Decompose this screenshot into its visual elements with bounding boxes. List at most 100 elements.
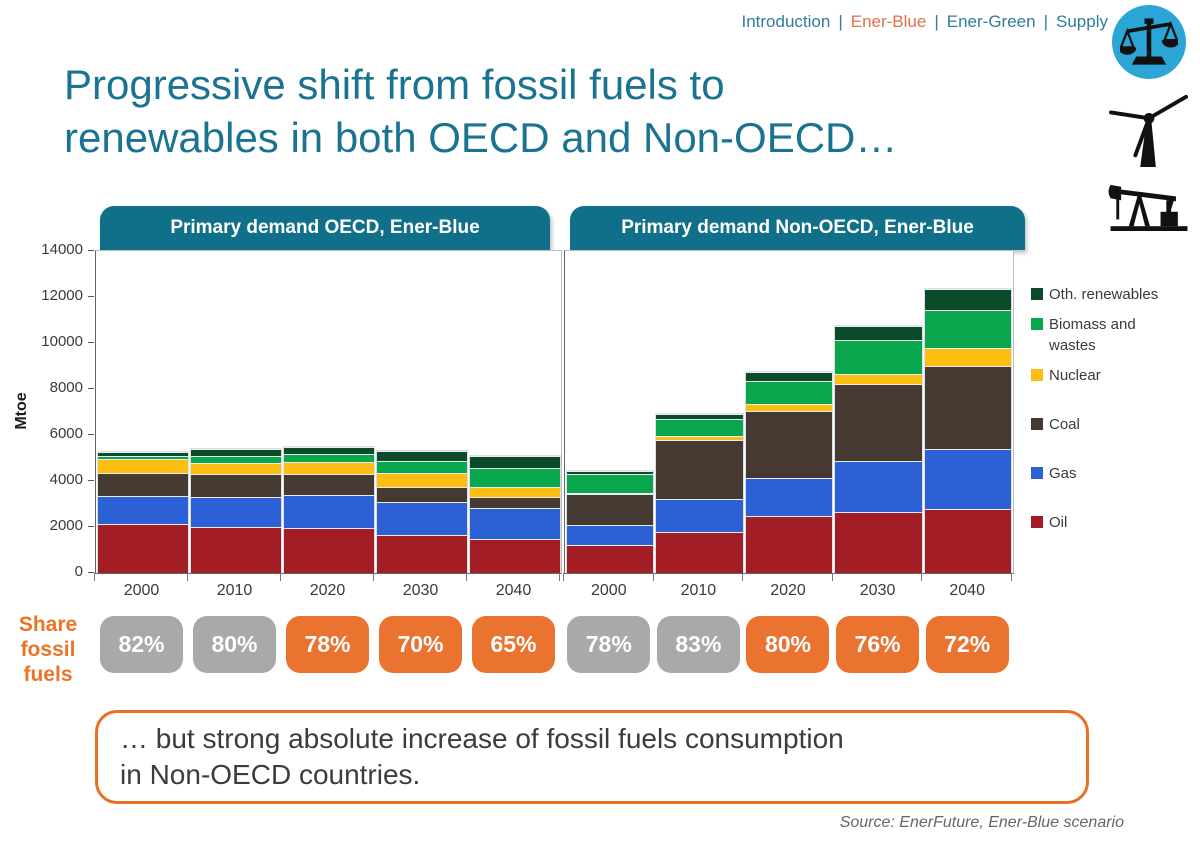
x-axis-labels-oecd: 2000 2010 2020 2030 2040 (95, 582, 560, 600)
share-badge-cell: 80% (743, 616, 833, 673)
wind-turbine-icon (1109, 94, 1188, 168)
bar-segment-coal (469, 496, 560, 508)
bar-segment-oil (469, 538, 560, 573)
oil-pumpjack-icon (1108, 184, 1188, 231)
y-tick-label: 0 (74, 563, 83, 580)
x-tick-mark (466, 573, 467, 581)
x-tick-label: 2030 (402, 582, 439, 599)
legend-label: Coal (1049, 416, 1080, 433)
y-tick-label: 10000 (41, 333, 83, 350)
nav-link-ener-blue[interactable]: Ener-Blue (850, 12, 927, 31)
bar-segment-coal (924, 366, 1012, 449)
chart-non-oecd (564, 250, 1014, 574)
callout-line1: … but strong absolute increase of fossil… (120, 723, 844, 754)
source-note: Source: EnerFuture, Ener-Blue scenario (839, 814, 1124, 831)
legend-swatch-oth-renewables (1031, 288, 1043, 300)
share-badge-cell: 78% (564, 616, 654, 673)
bar-segment-oil (656, 531, 743, 573)
bar-segment-gas (283, 495, 374, 529)
share-badge-80: 80% (193, 616, 276, 673)
bar-segment-oil (190, 527, 281, 573)
bar-segment-biomass-and-wastes (469, 468, 560, 487)
balance-scales-icon (1112, 5, 1186, 79)
y-tick-mark (88, 572, 94, 573)
legend-swatch-gas (1031, 467, 1043, 479)
legend-item-nuclear: Nuclear (1031, 365, 1196, 386)
bar-segment-gas (97, 495, 188, 524)
bar-segment-coal (97, 472, 188, 496)
bar-segment-gas (924, 448, 1012, 509)
bar-segment-biomass-and-wastes (924, 309, 1012, 348)
legend-label: Gas (1049, 465, 1077, 482)
bar-segment-nuclear (283, 461, 374, 475)
y-tick-mark (88, 434, 94, 435)
stacked-bar-2010 (189, 448, 282, 573)
stacked-bar-2000 (565, 469, 655, 573)
share-badge-65: 65% (472, 616, 555, 673)
chart-title-non-oecd: Primary demand Non-OECD, Ener-Blue (570, 206, 1025, 250)
bar-segment-gas (469, 507, 560, 539)
stacked-bar-2010 (655, 413, 744, 573)
y-tick-mark (88, 342, 94, 343)
bar-segment-biomass-and-wastes (376, 461, 467, 474)
legend-item-gas: Gas (1031, 463, 1196, 484)
bar-segment-biomass-and-wastes (835, 339, 922, 375)
bar-segment-oth-renewables (835, 325, 922, 340)
y-tick-mark (88, 250, 94, 251)
bar-segment-oth-renewables (97, 452, 188, 457)
bar-cell (375, 251, 468, 573)
bar-segment-coal (190, 473, 281, 498)
bar-cell (744, 251, 834, 573)
bar-segment-nuclear (566, 492, 654, 494)
share-label-line2: fossil (20, 638, 76, 661)
bar-segment-oil (376, 535, 467, 573)
bar-segment-nuclear (656, 436, 743, 440)
share-badge-80: 80% (746, 616, 830, 673)
bar-segment-biomass-and-wastes (97, 456, 188, 460)
x-axis-ticks-non-oecd (563, 573, 1012, 581)
bar-segment-nuclear (97, 459, 188, 473)
share-badge-cell: 65% (467, 616, 560, 673)
y-tick-mark (88, 296, 94, 297)
nav-link-ener-green[interactable]: Ener-Green (946, 12, 1036, 31)
x-tick-mark (831, 573, 833, 581)
icon-column (1106, 5, 1192, 231)
share-badge-cell: 76% (833, 616, 923, 673)
share-badge-78: 78% (567, 616, 651, 673)
x-tick-label: 2040 (949, 582, 985, 599)
bar-cell (468, 251, 561, 573)
share-badges-oecd: 82% 80% 78% 70% 65% (95, 616, 560, 673)
bar-segment-oth-renewables (469, 455, 560, 469)
bar-segment-gas (835, 461, 922, 512)
y-tick-label: 14000 (41, 241, 83, 258)
legend-swatch-oil (1031, 516, 1043, 528)
legend-swatch-coal (1031, 418, 1043, 430)
y-tick-mark (88, 526, 94, 527)
share-badge-83: 83% (656, 616, 740, 673)
bar-segment-coal (835, 384, 922, 462)
share-badge-76: 76% (836, 616, 920, 673)
x-tick-mark (563, 573, 564, 581)
bar-segment-nuclear (469, 486, 560, 497)
bar-segment-oth-renewables (376, 451, 467, 462)
bar-segment-nuclear (190, 462, 281, 474)
share-badge-cell: 78% (281, 616, 374, 673)
bar-cell (565, 251, 655, 573)
bar-segment-oil (745, 515, 833, 573)
nav-link-supply[interactable]: Supply (1056, 12, 1108, 31)
bar-segment-oth-renewables (745, 371, 833, 381)
legend-label: Oth. renewables (1049, 286, 1159, 303)
bar-cell (834, 251, 924, 573)
bar-segment-gas (745, 477, 833, 516)
chart-legend: Oth. renewables Biomass and wastes Nuclear… (1031, 284, 1196, 561)
share-label-line1: Share (18, 613, 78, 636)
bar-segment-coal (745, 410, 833, 478)
legend-label: Nuclear (1049, 367, 1101, 384)
bar-segment-coal (283, 474, 374, 496)
bar-segment-biomass-and-wastes (566, 474, 654, 493)
x-axis-ticks-oecd (94, 573, 560, 581)
stacked-bar-2000 (96, 451, 189, 573)
nav-link-introduction[interactable]: Introduction (741, 12, 831, 31)
bar-segment-biomass-and-wastes (190, 455, 281, 463)
x-tick-mark (921, 573, 923, 581)
